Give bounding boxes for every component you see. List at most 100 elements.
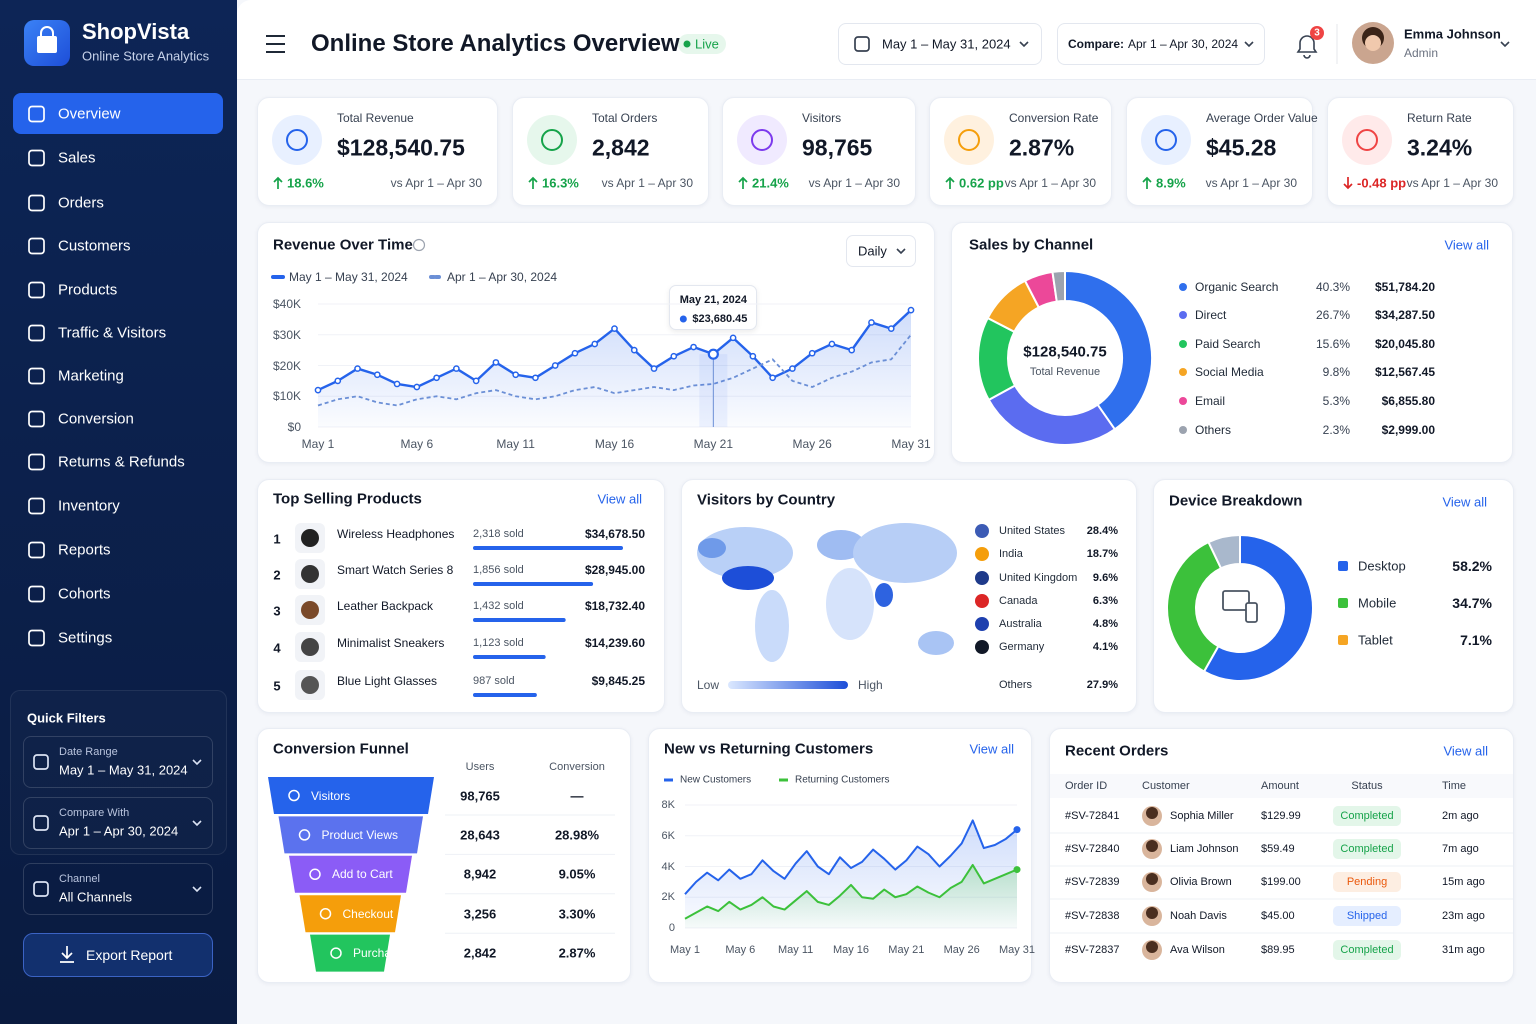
product-image	[301, 565, 319, 583]
card-title: Visitors by Country	[697, 491, 836, 509]
icon	[28, 410, 45, 428]
status-pill	[1333, 906, 1401, 926]
stage-name: Product Views	[321, 827, 398, 842]
data-point	[650, 365, 658, 372]
stage-conversion: 9.05%	[558, 866, 596, 882]
product-name: Leather Backpack	[337, 599, 434, 613]
filter-box[interactable]	[23, 797, 213, 849]
stage-icon	[288, 789, 300, 802]
product-revenue: $28,945.00	[584, 563, 645, 577]
date-picker[interactable]	[838, 23, 1042, 65]
country-share: 28.4%	[1086, 525, 1118, 537]
donut-segment	[1207, 533, 1241, 570]
legend-label: Email	[1195, 394, 1226, 408]
chevron	[1244, 41, 1254, 48]
chevron	[192, 759, 202, 766]
device-icon-phone	[1245, 602, 1258, 623]
nav-item[interactable]: Reports	[58, 541, 111, 559]
nav-active[interactable]	[13, 93, 223, 134]
export-label[interactable]: Export Report	[86, 947, 173, 963]
daily-dropdown[interactable]	[846, 235, 916, 267]
funnel-stage	[310, 934, 390, 972]
filter-box[interactable]	[23, 863, 213, 915]
view-all[interactable]: View all	[1444, 237, 1489, 253]
order-amount: $59.49	[1261, 843, 1295, 855]
kpi-icon	[1155, 129, 1177, 151]
country-name: Others	[999, 679, 1033, 691]
legend-label: Paid Search	[1195, 337, 1261, 351]
view-all[interactable]: View all	[1442, 494, 1487, 510]
data-point	[472, 377, 480, 385]
kpi-change: 18.6%	[287, 175, 324, 191]
legend-amount: $6,855.80	[1381, 394, 1435, 408]
data-point	[413, 383, 421, 391]
nav-item[interactable]: Products	[58, 281, 118, 299]
x-tick-label: May 31	[998, 944, 1036, 956]
view-all[interactable]: View all	[1443, 743, 1488, 759]
map-region	[698, 538, 726, 558]
legend-dot	[1179, 368, 1187, 376]
product-sold: 1,123 sold	[473, 637, 524, 649]
flag	[975, 571, 989, 585]
nav-item[interactable]: Cohorts	[58, 585, 111, 603]
country-share: 4.1%	[1092, 641, 1118, 653]
y-tick-label: 0	[668, 922, 675, 934]
data-point	[433, 374, 440, 382]
icon	[28, 367, 45, 385]
icon	[28, 105, 45, 123]
notification-count[interactable]: 3	[1314, 27, 1320, 39]
series-line	[317, 334, 912, 407]
kpi-change: 21.4%	[752, 175, 789, 191]
column-header: Amount	[1261, 780, 1299, 792]
product-name: Minimalist Sneakers	[337, 636, 445, 650]
nav-item[interactable]: Customers	[58, 237, 131, 255]
legend-dot	[1179, 426, 1187, 434]
column-header: Users	[465, 761, 495, 773]
legend-percent: 34.7%	[1452, 595, 1492, 611]
legend-dot	[1179, 340, 1187, 348]
compare-label: Compare:	[1068, 37, 1125, 51]
change-arrow	[273, 176, 283, 189]
customer-hair	[1146, 807, 1158, 819]
logo-handle	[40, 26, 54, 36]
legend-percent: 58.2%	[1452, 558, 1492, 574]
nav-item[interactable]: Orders	[58, 194, 104, 212]
country-share: 9.6%	[1092, 572, 1118, 584]
user-role: Admin	[1404, 46, 1439, 60]
export-button[interactable]	[23, 933, 213, 977]
nav-item[interactable]: Sales	[58, 149, 96, 167]
donut-center-value: $128,540.75	[1023, 343, 1107, 361]
kpi-icon-bg	[1141, 115, 1191, 165]
legend-amount: $34,287.50	[1374, 308, 1435, 322]
x-tick-label: May 16	[594, 437, 635, 451]
data-point	[532, 374, 539, 382]
nav-item[interactable]: Marketing	[58, 367, 124, 385]
nav-item[interactable]: Traffic & Visitors	[58, 324, 167, 342]
download-icon	[60, 946, 74, 963]
end-point	[1013, 866, 1021, 874]
nav-item[interactable]: Overview	[58, 105, 121, 123]
date-range[interactable]: May 1 – May 31, 2024	[882, 36, 1011, 52]
nav-item[interactable]: Settings	[58, 629, 113, 647]
kpi-compare: vs Apr 1 – Apr 30	[1205, 176, 1297, 190]
view-all[interactable]: View all	[597, 491, 642, 507]
nav-item[interactable]: Conversion	[58, 410, 134, 428]
y-tick-label: 8K	[661, 799, 675, 811]
chevron	[1019, 41, 1029, 48]
avatar-face	[1365, 35, 1381, 51]
country-name: Australia	[999, 618, 1042, 630]
order-status: Completed	[1340, 843, 1394, 855]
kpi-change: 0.62 pp	[959, 175, 1004, 191]
view-all[interactable]: View all	[969, 741, 1014, 757]
order-id: #SV-72841	[1065, 810, 1120, 822]
dropdown-label[interactable]: Daily	[858, 243, 887, 259]
data-point	[512, 371, 520, 379]
compare-picker[interactable]	[1057, 23, 1265, 65]
product-rank: 1	[273, 531, 281, 547]
filter-box[interactable]	[23, 736, 213, 788]
nav-item[interactable]: Returns & Refunds	[58, 453, 185, 471]
nav-item[interactable]: Inventory	[58, 497, 120, 515]
legend-label: Mobile	[1358, 595, 1397, 611]
stage-name: Purchase	[353, 946, 404, 961]
